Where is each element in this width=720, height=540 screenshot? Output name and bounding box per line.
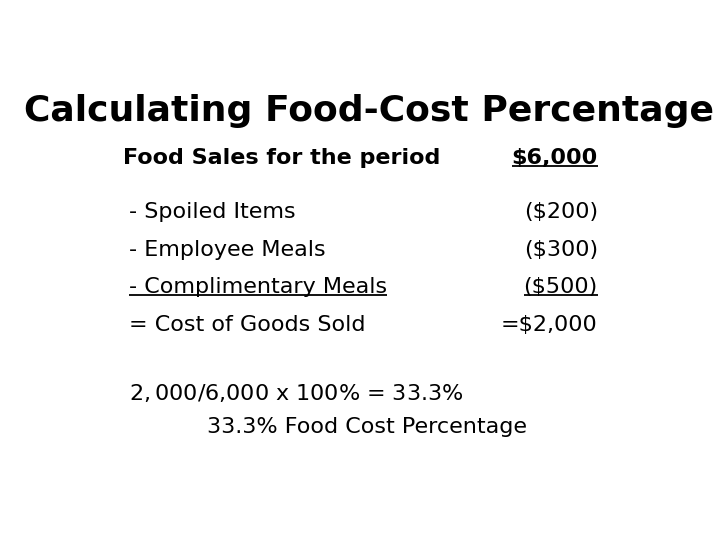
Text: ($200): ($200) xyxy=(523,202,598,222)
Text: ($300): ($300) xyxy=(523,240,598,260)
Text: $2,000/ $6,000 x 100% = 33.3%: $2,000/ $6,000 x 100% = 33.3% xyxy=(129,382,464,404)
Text: 33.3% Food Cost Percentage: 33.3% Food Cost Percentage xyxy=(207,416,527,436)
Text: $6,000: $6,000 xyxy=(511,148,598,168)
Text: Food Sales for the period: Food Sales for the period xyxy=(124,148,441,168)
Text: = Cost of Goods Sold: = Cost of Goods Sold xyxy=(129,315,366,335)
Text: - Spoiled Items: - Spoiled Items xyxy=(129,202,296,222)
Text: - Complimentary Meals: - Complimentary Meals xyxy=(129,277,387,297)
Text: Calculating Food-Cost Percentage: Calculating Food-Cost Percentage xyxy=(24,94,714,128)
Text: =$2,000: =$2,000 xyxy=(501,315,598,335)
Text: - Employee Meals: - Employee Meals xyxy=(129,240,325,260)
Text: ($500): ($500) xyxy=(523,277,598,297)
